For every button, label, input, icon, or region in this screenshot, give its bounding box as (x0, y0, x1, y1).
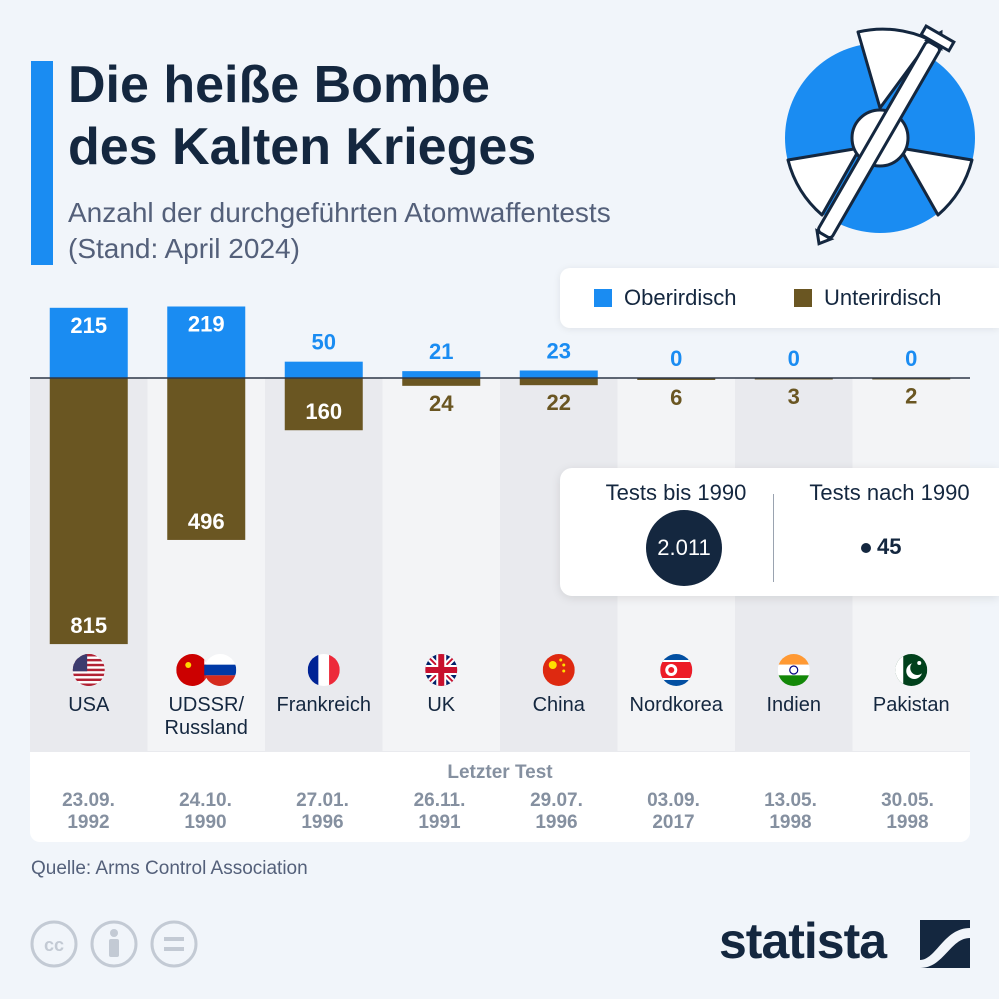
category-label: UK (427, 694, 455, 716)
pakistan-flag-icon (895, 654, 928, 686)
subtitle-line-1: Anzahl der durchgeführten Atomwaffentest… (68, 197, 611, 228)
value-label-above: 50 (312, 330, 336, 355)
title-accent-bar (31, 61, 53, 265)
category-label: UDSSR/Russland (165, 694, 248, 739)
value-label-above: 0 (905, 346, 917, 371)
category-label: Frankreich (277, 694, 371, 716)
statista-logo-text: statista (719, 913, 887, 969)
legend-swatch-above (594, 289, 612, 307)
bar-below (402, 378, 481, 386)
category-label: Pakistan (873, 694, 950, 716)
stats-before-label: Tests bis 1990 (605, 480, 747, 505)
bar-above (284, 361, 363, 378)
column-background (382, 378, 500, 752)
panel-edge (30, 751, 970, 752)
legend-label-above: Oberirdisch (624, 285, 737, 310)
bar-below (167, 378, 246, 540)
bar-above (167, 306, 246, 378)
legend: Oberirdisch Unterirdisch (560, 268, 999, 328)
usa-flag-icon (72, 654, 105, 686)
ussr-russia-flags-icon (176, 654, 237, 686)
value-label-below: 6 (670, 385, 682, 410)
license-icons: cc (30, 920, 198, 968)
category-label: China (533, 694, 586, 716)
last-test-date: 24.10. 1990 (179, 790, 232, 833)
value-label-above: 0 (670, 346, 682, 371)
last-test-date: 03.09. 2017 (647, 790, 700, 833)
last-test-date: 23.09. 1992 (62, 790, 115, 833)
bar-above (519, 370, 598, 378)
stats-after-label: Tests nach 1990 (809, 480, 970, 505)
china-flag-icon (542, 654, 575, 686)
france-flag-icon (307, 654, 340, 686)
stats-panel: Tests bis 1990 Tests nach 1990 2.011 45 (560, 468, 999, 596)
last-test-date: 13.05. 1998 (764, 790, 817, 833)
north-korea-flag-icon (660, 654, 693, 686)
column-background (265, 378, 383, 752)
value-label-above: 0 (788, 346, 800, 371)
last-test-title: Letzter Test (447, 762, 553, 783)
stats-after-dot (861, 543, 871, 553)
bar-above (49, 307, 128, 378)
category-label: USA (68, 694, 110, 716)
legend-label-below: Unterirdisch (824, 285, 942, 310)
value-label-above: 215 (70, 313, 107, 338)
bar-below (49, 378, 128, 645)
last-test-date: 27.01. 1996 (296, 790, 349, 833)
last-test-date: 29.07. 1996 (530, 790, 583, 833)
svg-text:cc: cc (44, 935, 64, 955)
uk-flag-icon (425, 654, 458, 686)
cc-icon[interactable]: cc (30, 920, 78, 968)
bar-below (519, 378, 598, 386)
stats-after-value: 45 (877, 534, 902, 559)
chart-title: Die heiße Bombe des Kalten Krieges (68, 54, 536, 178)
title-line-1: Die heiße Bombe (68, 56, 490, 114)
stats-before-value: 2.011 (646, 510, 722, 586)
chart-subtitle: Anzahl der durchgeführten Atomwaffentest… (68, 195, 611, 267)
bar-below (637, 378, 716, 380)
last-test-panel: Letzter Test 23.09. 1992 24.10. 1990 27.01… (30, 752, 970, 842)
category-label: Nordkorea (630, 694, 724, 716)
chart-area: 215 815 USA 219 496 UDSSR/Russland 50 160 Frankr… (30, 306, 970, 752)
last-test-date: 30.05. 1998 (881, 790, 934, 833)
stats-divider (773, 494, 774, 582)
statista-logo-icon (920, 920, 970, 968)
value-label-below: 3 (788, 384, 800, 409)
legend-swatch-below (794, 289, 812, 307)
value-label-below: 815 (70, 613, 107, 638)
subtitle-line-2: (Stand: April 2024) (68, 233, 300, 264)
bar-above (402, 371, 481, 378)
value-label-below: 496 (188, 509, 225, 534)
radiation-bomb-icon (785, 24, 975, 246)
no-derivatives-icon[interactable] (150, 920, 198, 968)
last-test-date: 26.11. 1991 (413, 790, 466, 833)
value-label-below: 2 (905, 384, 917, 409)
value-label-below: 160 (305, 399, 342, 424)
india-flag-icon (777, 654, 810, 686)
attribution-icon[interactable] (90, 920, 138, 968)
value-label-below: 22 (547, 390, 571, 415)
bar-below (284, 378, 363, 431)
value-label-below: 24 (429, 391, 454, 416)
category-label: Indien (767, 694, 822, 716)
source-note: Quelle: Arms Control Association (31, 858, 308, 879)
value-label-above: 23 (547, 338, 571, 363)
value-label-above: 21 (429, 339, 453, 364)
value-label-above: 219 (188, 311, 225, 336)
title-line-2: des Kalten Krieges (68, 118, 537, 176)
